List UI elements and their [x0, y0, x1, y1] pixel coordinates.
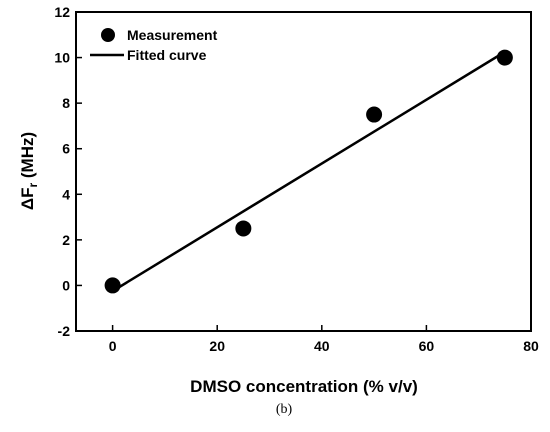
plot-frame [75, 11, 532, 332]
y-tick-label: 0 [62, 277, 70, 293]
y-tick-label: 10 [54, 50, 70, 66]
measurement-point [496, 49, 513, 66]
figure-caption: (b) [276, 402, 293, 417]
y-axis-title-unit: (MHz) [18, 132, 37, 183]
y-axis-title-main: F [18, 188, 37, 198]
legend: Measurement Fitted curve [90, 27, 218, 63]
measurement-point [235, 220, 252, 237]
x-tick-label: 80 [523, 338, 539, 354]
ticks-layer: 0 20 40 60 80 -2 0 2 4 6 8 10 12 [54, 4, 539, 354]
fitted-curve-line [111, 50, 506, 293]
y-tick-label: 2 [62, 232, 70, 248]
x-tick-label: 20 [209, 338, 225, 354]
y-tick-label: 6 [62, 141, 70, 157]
y-axis-title-sub: r [26, 183, 40, 188]
x-tick-label: 40 [314, 338, 330, 354]
measurement-point [104, 277, 121, 294]
legend-label-measurement: Measurement [127, 27, 218, 43]
plot-layer [104, 49, 513, 294]
y-tick-label: 4 [62, 186, 70, 202]
x-tick-label: 60 [419, 338, 435, 354]
y-tick-label: 12 [54, 4, 70, 20]
measurement-point [366, 106, 383, 123]
legend-marker-measurement [101, 28, 115, 42]
x-axis-title: DMSO concentration (% v/v) [190, 377, 418, 396]
x-tick-label: 0 [109, 338, 117, 354]
y-axis-title-delta: Δ [18, 198, 37, 210]
y-axis-title: ΔFr (MHz) [18, 132, 40, 210]
legend-label-fitted: Fitted curve [127, 47, 207, 63]
y-tick-label: -2 [58, 323, 71, 339]
y-tick-label: 8 [62, 95, 70, 111]
